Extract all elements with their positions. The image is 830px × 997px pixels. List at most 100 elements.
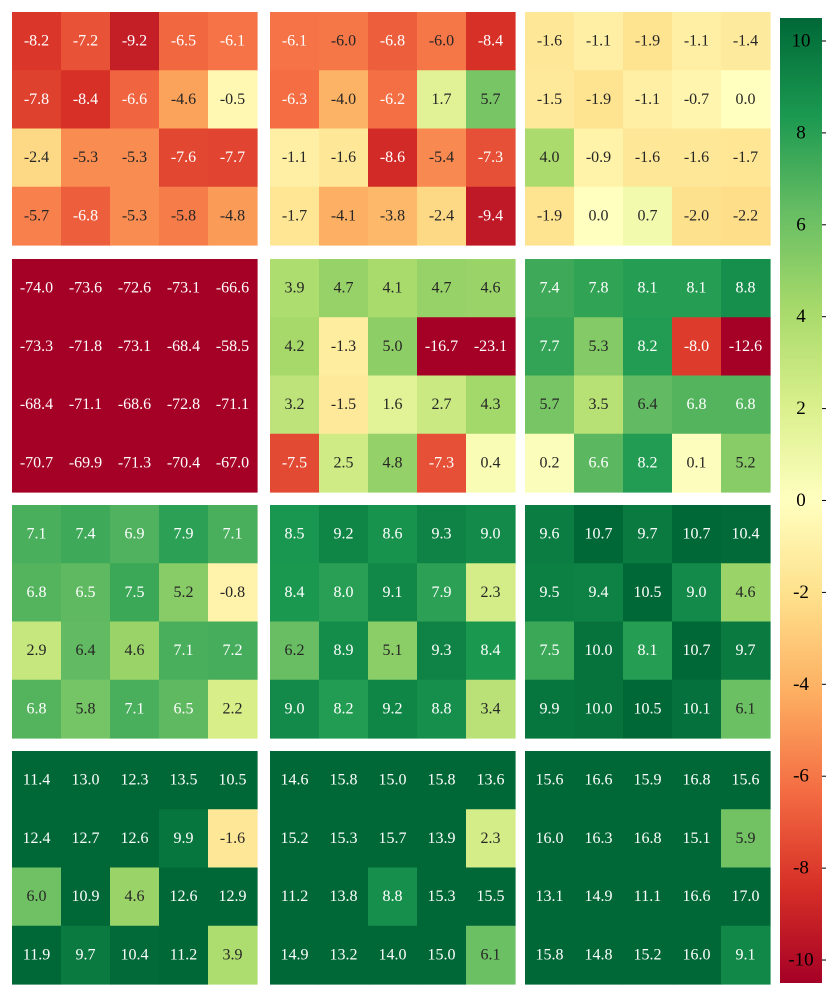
- cell-value-label: -1.6: [635, 149, 660, 166]
- cell-value-label: -5.3: [73, 149, 98, 166]
- heatmap-panel-r3-c2: 8.5 9.2 8.6 9.3 9.0 8.4 8.0 9.1 7.9 2.3 6.2 8.9 5.1 9…: [270, 505, 516, 739]
- cell-value-label: 1.6: [383, 396, 403, 413]
- heatmap-cell: [417, 317, 467, 377]
- colorbar-tick-label: -8: [793, 858, 809, 879]
- colorbar-tick-label: -6: [793, 766, 809, 787]
- heatmap-cell: [270, 375, 320, 435]
- colorbar-tick-label: 4: [796, 306, 806, 327]
- heatmap-cell: [208, 621, 258, 681]
- cell-value-label: 3.2: [285, 396, 305, 413]
- cell-value-label: 8.2: [638, 338, 658, 355]
- heatmap-cell: [417, 433, 467, 493]
- heatmap-cell: [672, 128, 722, 188]
- heatmap-cell: [417, 867, 467, 927]
- cell-value-label: 12.9: [219, 888, 247, 905]
- cell-value-label: 10.5: [219, 772, 247, 789]
- heatmap-cell: [525, 12, 575, 71]
- cell-value-label: 16.6: [585, 772, 613, 789]
- cell-value-label: -6.0: [331, 33, 356, 50]
- heatmap-cell: [623, 70, 673, 130]
- heatmap-cell: [721, 12, 771, 71]
- cell-value-label: 0.4: [481, 454, 501, 471]
- heatmap-cell: [623, 259, 673, 318]
- heatmap-cell: [623, 925, 673, 985]
- heatmap-panel-r1-c2: -6.1 -6.0 -6.8 -6.0 -8.4 -6.3 -4.0 -6.2 1.7 5.7 -1…: [270, 12, 516, 246]
- heatmap-cell: [208, 375, 258, 435]
- cell-value-label: -1.6: [331, 149, 356, 166]
- heatmap-cell: [208, 809, 258, 869]
- heatmap-cell: [525, 809, 575, 869]
- cell-value-label: -1.9: [537, 207, 562, 224]
- cell-value-label: -2.4: [24, 149, 49, 166]
- heatmap-cell: [270, 317, 320, 377]
- heatmap-cell: [525, 70, 575, 130]
- heatmap-cell: [12, 186, 62, 246]
- heatmap-cell: [417, 128, 467, 188]
- heatmap-cell: [417, 563, 467, 623]
- heatmap-cell: [721, 925, 771, 985]
- heatmap-cell: [721, 128, 771, 188]
- heatmap-cell: [466, 317, 516, 377]
- heatmap-cell: [466, 433, 516, 493]
- heatmap-cell: [159, 186, 209, 246]
- cell-value-label: -7.3: [478, 149, 503, 166]
- cell-value-label: 8.8: [432, 700, 452, 717]
- cell-value-label: 2.3: [481, 830, 501, 847]
- heatmap-cell: [672, 809, 722, 869]
- heatmap-cell: [159, 925, 209, 985]
- cell-value-label: 9.1: [736, 946, 756, 963]
- cell-value-label: 5.1: [383, 642, 403, 659]
- heatmap-cell: [61, 563, 111, 623]
- heatmap-cell: [721, 375, 771, 435]
- cell-value-label: 6.4: [638, 396, 658, 413]
- heatmap-panel-r2-c1: -74.0 -73.6 -72.6 -73.1 -66.6 -73.3 -71.8 -73.1…: [12, 259, 258, 493]
- cell-value-label: 13.0: [72, 772, 100, 789]
- cell-value-label: -1.1: [635, 91, 660, 108]
- heatmap-cell: [574, 186, 624, 246]
- cell-value-label: -23.1: [474, 338, 507, 355]
- heatmap-cell: [368, 563, 418, 623]
- heatmap-cell: [368, 259, 418, 318]
- heatmap-cell: [417, 12, 467, 71]
- cell-value-label: 13.9: [428, 830, 456, 847]
- heatmap-cell: [574, 70, 624, 130]
- heatmap-cell: [672, 433, 722, 493]
- cell-value-label: 5.9: [736, 830, 756, 847]
- cell-value-label: 5.3: [589, 338, 609, 355]
- cell-value-label: 9.5: [540, 584, 560, 601]
- heatmap-cell: [270, 867, 320, 927]
- cell-value-label: 15.2: [281, 830, 309, 847]
- cell-value-label: 4.6: [736, 584, 756, 601]
- heatmap-cell: [623, 317, 673, 377]
- cell-value-label: -6.6: [122, 91, 147, 108]
- heatmap-cell: [623, 867, 673, 927]
- cell-value-label: 6.5: [76, 584, 96, 601]
- heatmap-cell: [721, 751, 771, 810]
- heatmap-cell: [721, 259, 771, 318]
- cell-value-label: 10.7: [683, 642, 711, 659]
- heatmap-cell: [368, 12, 418, 71]
- heatmap-cell: [110, 12, 160, 71]
- cell-value-label: 9.2: [383, 700, 403, 717]
- cell-value-label: 12.7: [72, 830, 100, 847]
- heatmap-cell: [319, 317, 369, 377]
- heatmap-cell: [61, 751, 111, 810]
- cell-value-label: 13.6: [477, 772, 505, 789]
- cell-value-label: -0.5: [220, 91, 245, 108]
- cell-value-label: -0.7: [684, 91, 709, 108]
- cell-value-label: 2.2: [223, 700, 243, 717]
- heatmap-cell: [574, 563, 624, 623]
- heatmap-cell: [208, 70, 258, 130]
- cell-value-label: 8.1: [638, 280, 658, 297]
- heatmap-cell: [61, 128, 111, 188]
- cell-value-label: 9.9: [174, 830, 194, 847]
- heatmap-cell: [208, 317, 258, 377]
- heatmap-cell: [159, 867, 209, 927]
- cell-value-label: -68.4: [167, 338, 200, 355]
- cell-value-label: 9.0: [285, 700, 305, 717]
- heatmap-cell: [368, 679, 418, 739]
- heatmap-cell: [12, 563, 62, 623]
- cell-value-label: -8.4: [478, 33, 503, 50]
- cell-value-label: 17.0: [732, 888, 760, 905]
- heatmap-cell: [623, 128, 673, 188]
